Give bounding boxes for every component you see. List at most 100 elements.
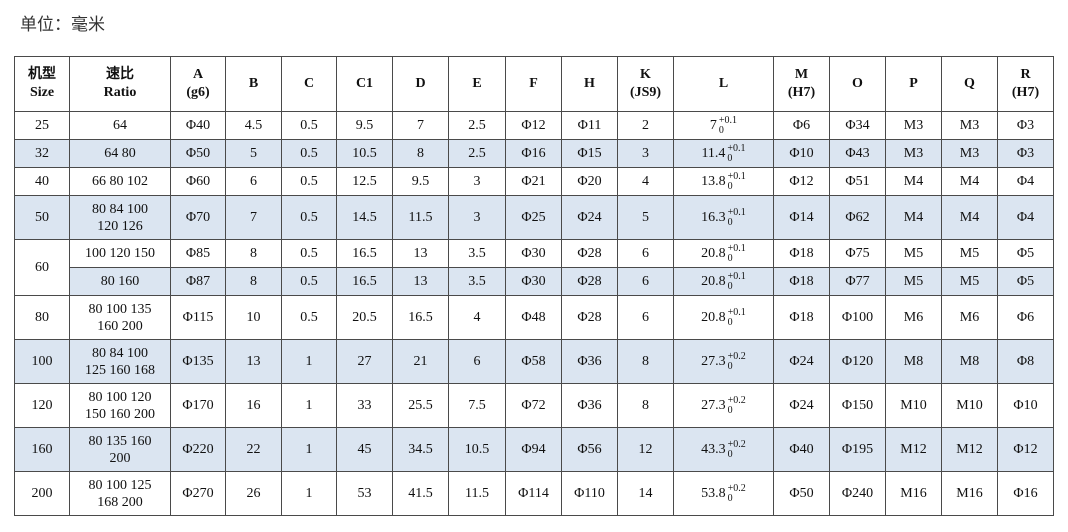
value-cell: 4 (448, 295, 506, 340)
value-cell: Φ12 (997, 427, 1054, 472)
value-cell: 12 (617, 427, 674, 472)
value-cell: Φ18 (773, 295, 830, 340)
tolerance: +0.2 0 (727, 438, 746, 460)
l-cell: 43.3 +0.2 0 (673, 427, 774, 472)
value-cell: 21 (392, 339, 449, 384)
ratio-text: 64 80 (104, 146, 136, 161)
value-cell: Φ220 (170, 427, 226, 472)
tolerance: +0.2 0 (727, 483, 746, 504)
l-cell: 27.3 +0.2 0 (673, 383, 774, 428)
value-cell: 16.5 (392, 295, 449, 340)
value-cell: M5 (885, 239, 942, 268)
tol-lower: 0 (727, 492, 733, 504)
value-cell: M12 (941, 427, 998, 472)
value-cell: Φ10 (997, 383, 1054, 428)
l-cell: 7 +0.1 0 (673, 111, 774, 140)
header-cell: C (281, 56, 337, 112)
value-cell: 5 (225, 139, 282, 168)
ratio-text: 200 (109, 450, 131, 466)
tolerance: +0.1 0 (728, 307, 746, 328)
value-cell: Φ60 (170, 167, 226, 196)
header-text: (H7) (1011, 85, 1040, 100)
tol-lower: 0 (727, 280, 733, 292)
value-cell: M16 (941, 471, 998, 516)
value-cell: 11.5 (392, 195, 449, 240)
value-cell: 4 (617, 167, 674, 196)
value-cell: Φ50 (170, 139, 226, 168)
value-cell: Φ21 (505, 167, 562, 196)
l-cell: 27.3 +0.2 0 (673, 339, 774, 384)
value-cell: Φ36 (561, 383, 618, 428)
value-cell: 3.5 (448, 267, 506, 296)
l-cell: 11.4 +0.1 0 (673, 139, 774, 168)
value-cell: Φ195 (829, 427, 886, 472)
l-value: 11.4 (701, 145, 726, 161)
tol-upper: +0.1 (718, 114, 738, 126)
value-cell: M3 (941, 139, 998, 168)
header-text: P (909, 76, 918, 91)
value-cell: Φ18 (773, 267, 830, 296)
header-text: O (852, 76, 863, 91)
value-cell: M12 (885, 427, 942, 472)
tol-lower: 0 (718, 124, 724, 136)
value-cell: 7 (392, 111, 449, 140)
value-cell: 7.5 (448, 383, 506, 428)
l-value: 27.3 (701, 353, 726, 369)
header-cell: H (561, 56, 618, 112)
value-cell: M16 (885, 471, 942, 516)
value-cell: 33 (336, 383, 393, 428)
value-cell: Φ34 (829, 111, 886, 140)
ratio-cell: 80 160 (69, 267, 171, 296)
value-cell: Φ16 (505, 139, 562, 168)
header-text: H (584, 76, 595, 91)
tol-lower: 0 (727, 152, 733, 164)
tol-upper: +0.2 (727, 438, 746, 450)
value-cell: Φ135 (170, 339, 226, 384)
value-cell: Φ30 (505, 267, 562, 296)
value-cell: Φ85 (170, 239, 226, 268)
value-cell: 5 (617, 195, 674, 240)
tol-lower: 0 (727, 360, 733, 372)
ratio-cell: 64 (69, 111, 171, 140)
header-text: D (415, 76, 426, 91)
header-text: Q (964, 76, 975, 91)
value-cell: 1 (281, 339, 337, 384)
table-row: 100 80 84 100 125 160 168 Φ135 13 1 27 21 6 Φ58 Φ3… (14, 339, 1054, 384)
value-cell: M5 (941, 239, 998, 268)
value-cell: 3.5 (448, 239, 506, 268)
value-cell: 0.5 (281, 195, 337, 240)
ratio-cell: 80 100 120 150 160 200 (69, 383, 171, 428)
value-cell: 10.5 (448, 427, 506, 472)
value-cell: Φ51 (829, 167, 886, 196)
l-value: 20.8 (701, 245, 726, 261)
l-value: 20.8 (701, 309, 726, 325)
ratio-text: 80 160 (100, 274, 140, 289)
ratio-cell: 64 80 (69, 139, 171, 168)
value-cell: 3 (448, 195, 506, 240)
ratio-text: 80 100 135 (88, 301, 152, 317)
size-cell: 200 (14, 471, 70, 516)
value-cell: Φ94 (505, 427, 562, 472)
value-cell: 8 (617, 339, 674, 384)
value-cell: 14 (617, 471, 674, 516)
value-cell: 45 (336, 427, 393, 472)
value-cell: 6 (617, 239, 674, 268)
header-row: 机型 Size 速比 Ratio A (g6) B C C1 D E F H K (JS9) L M (H7) O P… (14, 56, 1054, 112)
l-value: 20.8 (701, 273, 726, 289)
tolerance: +0.2 0 (728, 395, 746, 416)
value-cell: 6 (448, 339, 506, 384)
table-row: 60 100 120 150 Φ85 8 0.5 16.5 13 3.5 Φ30 Φ28 6 20.8… (14, 239, 1054, 296)
value-cell: 6 (617, 295, 674, 340)
value-cell: Φ3 (997, 139, 1054, 168)
value-cell: 16.5 (336, 267, 393, 296)
value-cell: 41.5 (392, 471, 449, 516)
tolerance: +0.1 0 (727, 271, 746, 292)
value-cell: 14.5 (336, 195, 393, 240)
value-cell: Φ24 (773, 383, 830, 428)
header-cell: R (H7) (997, 56, 1054, 112)
l-value: 43.3 (701, 441, 726, 457)
header-text: (g6) (186, 85, 210, 100)
header-text: 速比 (106, 67, 134, 82)
value-cell: M4 (885, 167, 942, 196)
